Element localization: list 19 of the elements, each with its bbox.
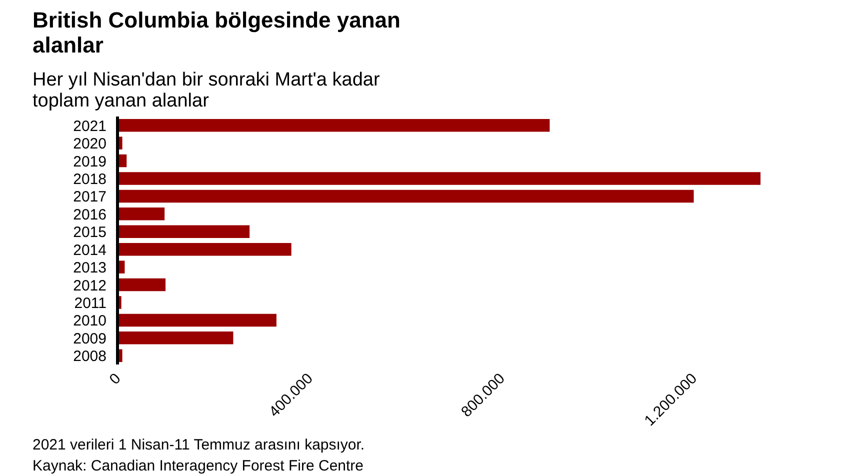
text: 2021 verileri 1 Nisan-11 Temmuz arasını kapsıyor.	[32, 436, 365, 454]
y-tick-label: 2014	[73, 242, 107, 259]
y-tick-label: 2011	[74, 295, 107, 312]
chart-title: British Columbia bölgesinde yanan alanlar	[32, 8, 400, 58]
y-tick-label: 2017	[73, 188, 107, 206]
y-tick-label: 2008	[73, 348, 107, 366]
y-tick-label: 2020	[73, 136, 107, 153]
y-tick-label: 2012	[73, 277, 107, 294]
y-tick-label: 2010	[73, 312, 107, 330]
text: Kaynak: Canadian Interagency Forest Fire Centre	[32, 458, 364, 474]
x-tick-label: 0	[106, 370, 124, 388]
chart-subtitle: Her yıl Nisan'dan bir sonraki Mart'a kadar toplam yanan alanlar	[32, 70, 380, 112]
y-tick-label: 2009	[73, 330, 107, 348]
y-tick-label: 2013	[73, 260, 107, 277]
y-tick-label: 2018	[73, 171, 107, 188]
y-tick-label: 2019	[73, 153, 107, 170]
y-tick-label: 2021	[73, 118, 107, 135]
y-tick-label: 2015	[73, 224, 107, 242]
y-tick-label: 2016	[73, 206, 107, 224]
